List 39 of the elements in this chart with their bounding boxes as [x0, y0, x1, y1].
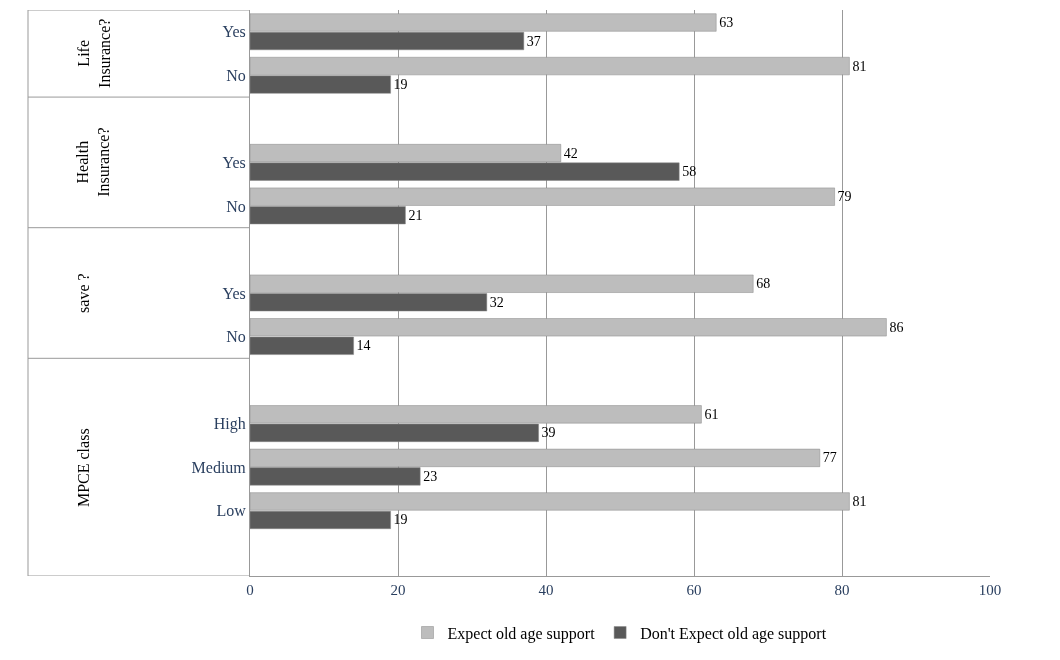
data-label: 63 — [719, 15, 734, 31]
data-label: 42 — [563, 145, 578, 161]
text: MPCE class — [74, 428, 92, 508]
x-tick-label: 0 — [246, 582, 254, 598]
text: Health Insurance? — [74, 127, 112, 197]
data-label: 61 — [704, 406, 719, 422]
y-tick-label: No — [226, 197, 246, 215]
data-label: 21 — [408, 207, 423, 223]
data-label: 39 — [541, 425, 556, 441]
y-tick-label: High — [213, 415, 246, 434]
y-tick-label: No — [226, 328, 246, 346]
x-tick-label: 20 — [390, 582, 406, 598]
data-label: 81 — [852, 493, 867, 509]
text: Life Insurance? — [74, 18, 113, 88]
data-label: 77 — [822, 450, 837, 466]
data-label: 68 — [756, 276, 771, 292]
x-tick-label: 60 — [686, 582, 702, 598]
data-label: 37 — [526, 33, 541, 49]
data-label: 32 — [489, 294, 504, 310]
legend-label: Expect old age support — [447, 624, 596, 643]
x-tick-label: 80 — [834, 582, 850, 598]
y-tick-label: Medium — [191, 458, 247, 476]
legend-label: Don't Expect old age support — [640, 624, 827, 643]
data-label: 58 — [682, 164, 697, 180]
data-label: 14 — [356, 338, 371, 354]
data-label: 19 — [393, 77, 408, 93]
y-tick-label: Yes — [222, 153, 246, 171]
y-tick-label: Low — [216, 502, 247, 520]
data-label: 19 — [393, 512, 408, 528]
x-tick-label: 40 — [538, 582, 554, 598]
data-label: 79 — [837, 189, 852, 205]
y-tick-label: No — [226, 66, 246, 84]
y-tick-label: Yes — [222, 23, 246, 41]
data-label: 23 — [423, 468, 438, 484]
y-tick-label: Yes — [222, 284, 246, 302]
data-label: 81 — [852, 58, 867, 74]
data-label: 86 — [889, 319, 904, 335]
text: save ? — [74, 273, 92, 313]
x-tick-label: 100 — [978, 582, 1002, 598]
